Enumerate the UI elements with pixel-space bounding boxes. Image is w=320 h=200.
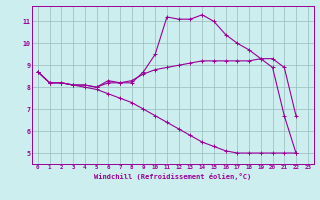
X-axis label: Windchill (Refroidissement éolien,°C): Windchill (Refroidissement éolien,°C) — [94, 173, 252, 180]
